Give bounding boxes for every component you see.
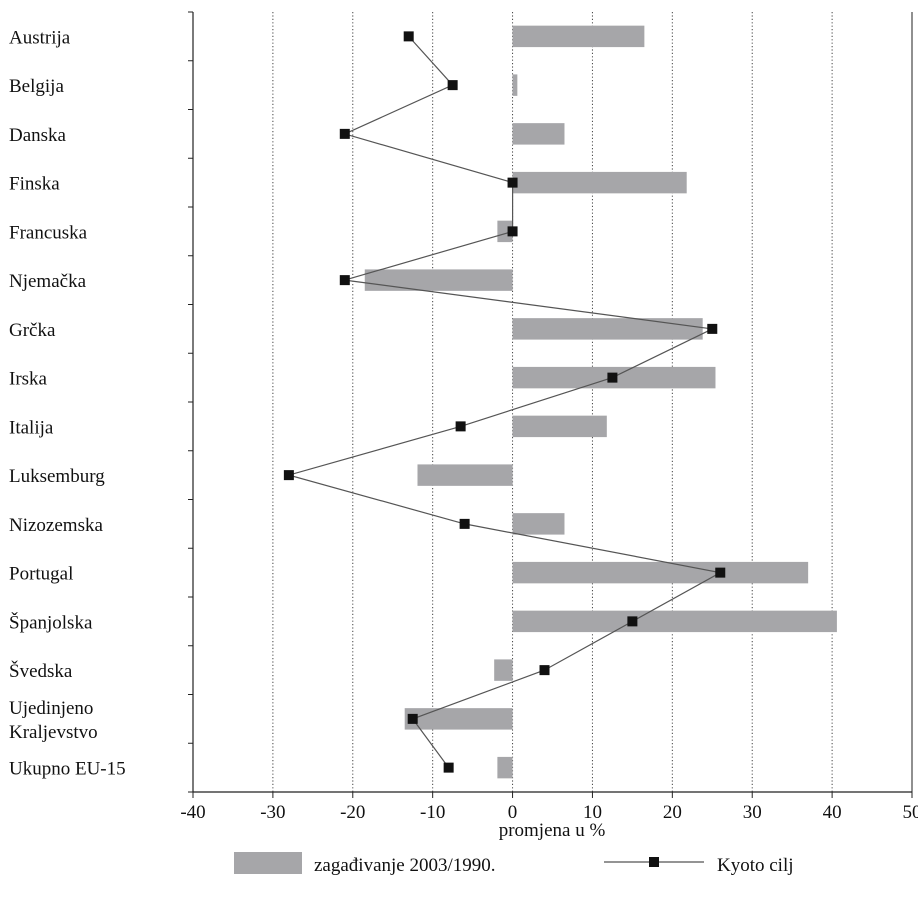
kyoto-series (283, 31, 726, 773)
category-label: Grčka (9, 320, 56, 341)
bar (364, 269, 513, 291)
category-label: Luksemburg (9, 466, 105, 487)
bar (497, 756, 513, 779)
category-labels: Austrija Belgija Danska Finska Francuska Njem… (9, 27, 126, 779)
bar (512, 123, 565, 145)
kyoto-point (407, 713, 418, 724)
kyoto-point (283, 470, 294, 481)
category-label: Francuska (9, 222, 88, 243)
legend: zagađivanje 2003/1990. Kyoto cilj (234, 852, 794, 876)
bar (512, 25, 645, 48)
category-label: Njemačka (9, 271, 87, 292)
bar (497, 220, 513, 243)
bar (512, 318, 703, 340)
category-label: Italija (9, 417, 54, 438)
bar (512, 415, 607, 438)
kyoto-point (339, 275, 350, 286)
bar (512, 74, 518, 96)
x-tick-label: 0 (508, 802, 518, 823)
category-label: Austrija (9, 27, 71, 48)
x-tick-label: 10 (583, 802, 602, 823)
x-tick-label: -10 (420, 802, 445, 823)
category-label: Ukupno EU-15 (9, 759, 126, 780)
category-label: Ujedinjeno Kraljevstvo (9, 698, 98, 743)
x-tick-label: -40 (180, 802, 205, 823)
kyoto-point (507, 177, 518, 188)
kyoto-point (627, 616, 638, 627)
legend-bar-swatch (234, 852, 302, 874)
axes: -40 -30 -20 -10 0 10 20 30 40 50 (180, 11, 918, 823)
x-tick-label: 30 (743, 802, 762, 823)
x-tick-label: -30 (260, 802, 285, 823)
kyoto-point (539, 665, 550, 676)
x-tick-label: 50 (903, 802, 918, 823)
category-label: Finska (9, 174, 60, 195)
legend-line-marker (649, 857, 659, 867)
kyoto-line (286, 35, 723, 768)
kyoto-point (339, 128, 350, 139)
category-label: Portugal (9, 564, 73, 585)
category-label: Švedska (9, 660, 73, 682)
x-tick-label: 40 (823, 802, 842, 823)
kyoto-point (507, 226, 518, 237)
kyoto-point (607, 372, 618, 383)
bar (417, 464, 513, 486)
kyoto-point (715, 567, 726, 578)
legend-bar-label: zagađivanje 2003/1990. (314, 855, 496, 876)
category-label: Nizozemska (9, 515, 103, 536)
bar-series (364, 25, 837, 779)
kyoto-point (447, 80, 458, 91)
category-label: Belgija (9, 76, 64, 97)
bar (494, 659, 513, 681)
category-label: Irska (9, 369, 48, 390)
kyoto-point (443, 762, 454, 773)
x-tick-label: 20 (663, 802, 682, 823)
legend-line-label: Kyoto cilj (717, 855, 794, 876)
kyoto-point (707, 323, 718, 334)
bar (512, 610, 837, 633)
bar (512, 513, 565, 535)
bar (512, 561, 809, 584)
bar (404, 708, 513, 730)
kyoto-point (455, 421, 466, 432)
bar (512, 171, 687, 194)
x-tick-label: -20 (340, 802, 365, 823)
category-label: Danska (9, 125, 67, 146)
kyoto-point (403, 31, 414, 42)
kyoto-point (459, 518, 470, 529)
category-label: Španjolska (9, 611, 93, 633)
x-axis-title: promjena u % (499, 820, 606, 841)
